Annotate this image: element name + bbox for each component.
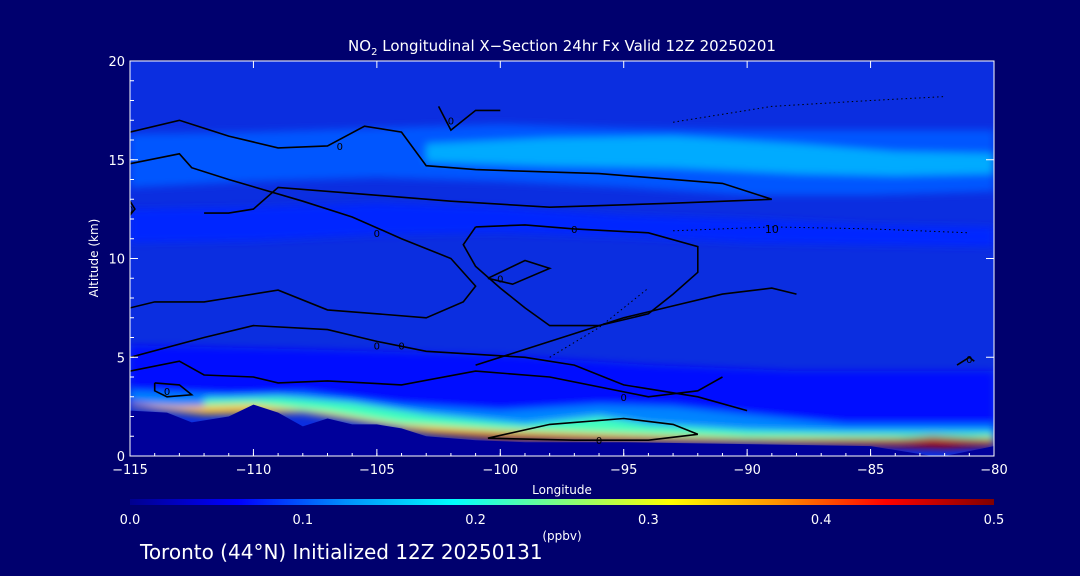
x-tick-label: −110: [236, 463, 272, 478]
contour-label: 0: [127, 205, 133, 216]
contour-line: [437, 106, 501, 132]
contour-label: 0: [337, 142, 343, 153]
y-tick-label: 10: [108, 253, 125, 268]
x-axis: −115 −110 −105 −100 −95 −90 −85 −80: [112, 61, 1008, 478]
chart-title: NO2 Longitudinal X−Section 24hr Fx Valid…: [348, 37, 776, 58]
contour-line: [487, 417, 699, 442]
contour-line: [130, 152, 477, 319]
x-axis-label: Longitude: [532, 483, 592, 497]
colorbar: [130, 499, 994, 505]
x-tick-label: −100: [482, 463, 518, 478]
colorbar-tick-label: 0.3: [638, 513, 659, 528]
x-tick-label: −90: [733, 463, 760, 478]
colorbar-tick-label: 0.4: [811, 513, 832, 528]
contour-label: 0: [398, 341, 404, 352]
contour-label: 0: [448, 116, 454, 127]
dotted-contour-line: [673, 96, 945, 123]
contour-label: 0: [596, 436, 602, 447]
colorbar-ticks: 0.0 0.1 0.2 0.3 0.4 0.5: [120, 513, 1005, 528]
concentration-band: [130, 203, 994, 247]
contour-label: 0: [374, 229, 380, 240]
y-tick-label: 5: [117, 351, 125, 366]
colorbar-tick-label: 0.1: [292, 513, 313, 528]
init-info: Toronto (44°N) Initialized 12Z 20250131: [140, 540, 543, 564]
contour-lines: 0 0 0 0 0 0 0 0 0 0 0 0 10: [127, 96, 975, 447]
contour-line: [130, 200, 136, 216]
x-tick-label: −80: [980, 463, 1007, 478]
terrain-mask: [130, 404, 994, 456]
contour-label: 0: [374, 341, 380, 352]
contour-line: [153, 382, 194, 398]
contour-line: [462, 224, 699, 327]
contour-line: [487, 259, 552, 286]
y-axis: 0 5 10 15 20: [108, 55, 994, 465]
contour-line: [130, 119, 773, 214]
x-tick-label: −115: [112, 463, 148, 478]
contour-label: 0: [621, 393, 627, 404]
concentration-band: [401, 430, 994, 449]
y-tick-label: 20: [108, 55, 125, 70]
x-tick-label: −95: [610, 463, 637, 478]
ground-surface: [130, 404, 994, 456]
contour-line: [475, 287, 797, 366]
dotted-contour-line: [549, 287, 649, 358]
y-axis-label: Altitude (km): [87, 219, 101, 298]
contour-label: 0: [497, 274, 503, 285]
title-subscript: 2: [371, 47, 377, 58]
contour-label: 10: [765, 223, 779, 236]
y-tick-label: 15: [108, 154, 125, 169]
contour-label: 0: [164, 387, 170, 398]
concentration-band: [426, 136, 994, 176]
contour-line: [130, 324, 748, 412]
y-tick-label: 0: [117, 450, 125, 465]
x-tick-label: −85: [857, 463, 884, 478]
colorbar-unit: (ppbv): [542, 529, 581, 543]
colorbar-tick-label: 0.0: [120, 513, 141, 528]
contour-label: 0: [966, 355, 972, 366]
colorbar-tick-label: 0.2: [465, 513, 486, 528]
title-species: NO: [348, 37, 371, 55]
contour-line: [130, 360, 723, 398]
contour-line: [956, 356, 975, 366]
colorbar-tick-label: 0.5: [984, 513, 1005, 528]
contour-label: 0: [571, 225, 577, 236]
title-rest: Longitudinal X−Section 24hr Fx Valid 12Z…: [377, 37, 775, 55]
x-tick-label: −105: [359, 463, 395, 478]
